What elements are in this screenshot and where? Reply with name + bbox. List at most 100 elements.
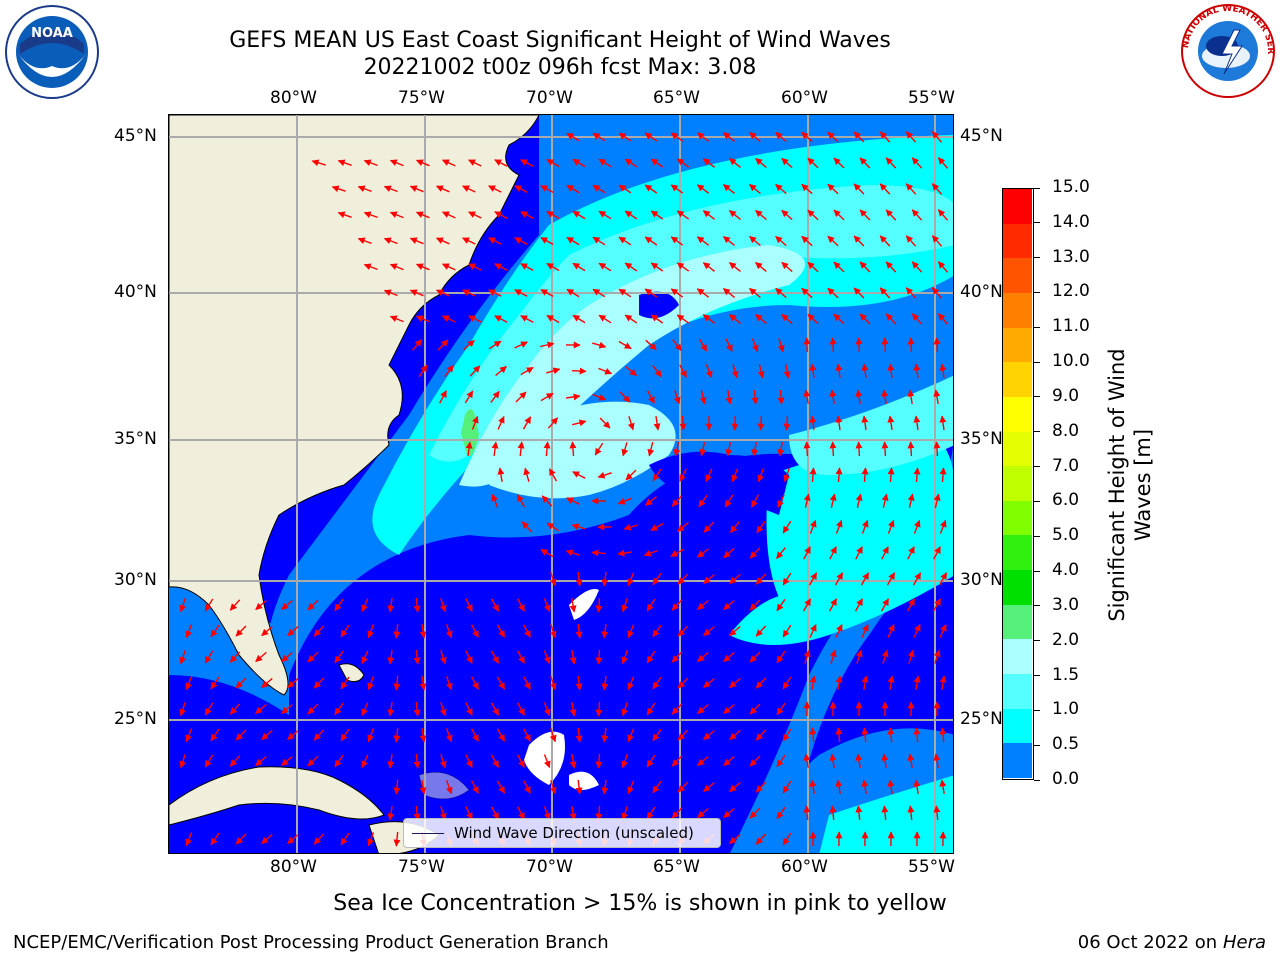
wind-wave-arrow [465, 650, 473, 664]
lon-label-bottom: 70°W [526, 857, 573, 877]
wind-wave-arrow [703, 521, 715, 533]
wind-wave-arrow [598, 367, 613, 375]
colorbar [1002, 188, 1034, 780]
wind-wave-arrow [361, 754, 369, 769]
wind-wave-arrow [756, 520, 766, 534]
wind-wave-arrow [933, 441, 941, 457]
wind-wave-arrow [548, 468, 558, 482]
wind-wave-arrow [697, 599, 709, 611]
wind-wave-arrow [546, 158, 560, 168]
colorbar-label-line1: Significant Height of Wind [1105, 348, 1129, 622]
wind-wave-arrow [835, 779, 843, 795]
wind-wave-arrow [829, 337, 837, 353]
wind-wave-arrow [887, 727, 895, 743]
wind-wave-arrow [809, 727, 817, 743]
wind-wave-arrow [281, 755, 293, 767]
wind-wave-arrow [861, 519, 869, 534]
wind-wave-arrow [723, 599, 735, 611]
colorbar-tick-mark [1034, 640, 1040, 642]
wind-wave-arrow [913, 415, 921, 431]
wind-wave-arrow [261, 625, 273, 637]
wind-wave-arrow [179, 754, 187, 769]
wind-wave-arrow [939, 675, 947, 691]
wind-wave-arrow [907, 753, 915, 769]
wind-wave-arrow [728, 158, 741, 168]
wind-wave-arrow [696, 548, 710, 558]
wind-wave-arrow [887, 467, 895, 483]
wind-wave-arrow [471, 676, 479, 690]
footer-machine: Hera [1222, 932, 1266, 953]
wind-wave-arrow [383, 289, 398, 297]
wind-wave-arrow [698, 494, 708, 508]
wind-wave-arrow [624, 314, 638, 324]
lon-label-top: 60°W [781, 88, 828, 108]
wind-wave-arrow [235, 677, 247, 689]
wind-wave-arrow [808, 572, 818, 586]
colorbar-tick-mark [1034, 187, 1040, 189]
wind-wave-arrow [439, 754, 447, 769]
lon-label-top: 65°W [653, 88, 700, 108]
wind-wave-arrow [389, 211, 404, 219]
wind-wave-arrow [702, 158, 716, 168]
wind-wave-arrow [415, 315, 430, 323]
wind-wave-arrow [782, 572, 792, 586]
wind-wave-arrow [861, 415, 869, 431]
wind-wave-arrow [569, 701, 577, 717]
footer-date: 06 Oct 2022 on Hera [1078, 932, 1266, 953]
wind-wave-arrow [723, 755, 735, 767]
wind-wave-arrow [549, 728, 557, 743]
wind-wave-arrow [855, 441, 863, 457]
colorbar-segment [1003, 743, 1032, 779]
wind-wave-arrow [939, 623, 947, 638]
wind-wave-arrow [777, 494, 785, 508]
wind-wave-arrow [565, 393, 581, 401]
colorbar-tick-label: 15.0 [1052, 177, 1090, 197]
wind-wave-arrow [389, 159, 404, 167]
wind-wave-arrow [777, 389, 785, 405]
wind-wave-arrow [621, 442, 629, 457]
wind-wave-arrow [387, 805, 395, 821]
wind-wave-arrow [933, 389, 941, 405]
wind-wave-arrow [549, 780, 557, 795]
wind-wave-arrow [782, 520, 792, 534]
wind-wave-arrow [287, 729, 299, 741]
wind-wave-arrow [905, 235, 917, 247]
wave-band-1-0-lower [729, 535, 953, 645]
wind-wave-arrow [549, 624, 557, 639]
wind-wave-arrow [569, 649, 577, 665]
wind-wave-arrow [933, 649, 941, 664]
wind-wave-arrow [827, 287, 839, 299]
wind-wave-arrow [881, 337, 889, 353]
wind-wave-arrow [749, 547, 761, 559]
wind-wave-arrow [307, 703, 319, 715]
map-panel [168, 114, 954, 854]
wind-wave-arrow [439, 650, 447, 665]
lat-label-left: 25°N [114, 709, 157, 729]
legend-label: Wind Wave Direction (unscaled) [454, 824, 694, 842]
wind-wave-arrow [671, 599, 683, 611]
lon-label-bottom: 55°W [908, 857, 955, 877]
wind-wave-arrow [235, 833, 247, 845]
wind-wave-arrow [907, 337, 915, 353]
wind-wave-arrow [521, 521, 533, 533]
wind-wave-arrow [517, 806, 525, 820]
colorbar-segment [1003, 708, 1032, 744]
wind-wave-arrow [413, 805, 421, 821]
wind-wave-arrow [755, 729, 767, 741]
wind-wave-arrow [653, 415, 661, 431]
wind-wave-arrow [777, 441, 785, 457]
wind-wave-arrow [931, 183, 943, 195]
colorbar-segment [1003, 258, 1032, 294]
wind-wave-arrow [939, 467, 947, 483]
wind-wave-arrow [494, 211, 508, 219]
wind-wave-arrow [592, 184, 606, 194]
wind-wave-arrow [775, 183, 787, 195]
wind-wave-arrow [913, 467, 921, 483]
wind-wave-arrow [931, 287, 943, 299]
wind-wave-arrow [569, 441, 577, 457]
colorbar-tick-label: 11.0 [1052, 316, 1090, 337]
wind-wave-arrow [679, 468, 687, 482]
wind-wave-arrow [835, 727, 843, 743]
colorbar-tick-label: 7.0 [1052, 455, 1080, 476]
wind-wave-arrow [598, 158, 612, 168]
